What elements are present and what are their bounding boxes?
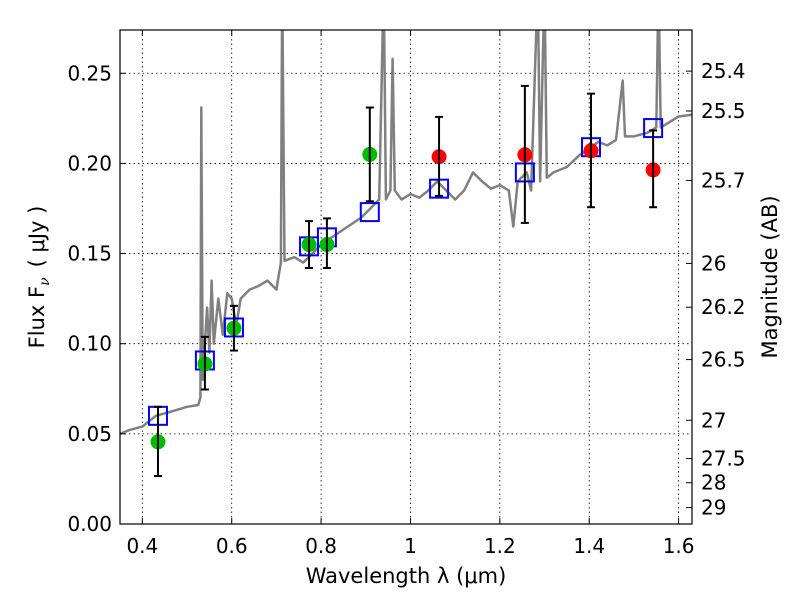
x-tick-label: 0.8 [305, 534, 337, 558]
x-tick-label: 0.6 [216, 534, 248, 558]
y2-tick-label: 26.2 [701, 295, 746, 319]
y-tick-label: 0.25 [67, 61, 112, 85]
y2-tick-label: 28 [701, 471, 726, 495]
y-tick-label: 0.20 [67, 151, 112, 175]
axis-ticks: 0.4 0.6 0.8 1 1.2 1.4 1.6 0.00 0.05 0.10 0.15 0.20 0… [67, 30, 746, 558]
photometry-points [147, 84, 664, 478]
y2-tick-label: 27 [701, 408, 726, 432]
y2-tick-label: 25.5 [701, 99, 746, 123]
y-tick-label: 0.10 [67, 332, 112, 356]
y2-tick-label: 29 [701, 496, 726, 520]
x-tick-label: 1.4 [573, 534, 605, 558]
x-tick-label: 1.2 [484, 534, 516, 558]
y2-axis-label: Magnitude (AB) [758, 195, 782, 358]
y2-tick-label: 26 [701, 251, 726, 275]
y2-tick-label: 26.5 [701, 348, 746, 372]
y2-tick-label: 25.7 [701, 168, 746, 192]
y2-tick-label: 27.5 [701, 447, 746, 471]
y2-tick-label: 25.4 [701, 59, 746, 83]
plot-frame [119, 29, 693, 525]
x-tick-label: 1 [404, 534, 417, 558]
x-axis-label: Wavelength λ (μm) [306, 564, 507, 588]
y-tick-label: 0.00 [67, 512, 112, 536]
y-axis-label: Flux Fν( μJy ) [25, 206, 53, 349]
grid [120, 30, 692, 525]
x-tick-label: 0.4 [126, 534, 158, 558]
model-flux-square [359, 202, 380, 223]
x-tick-label: 1.6 [663, 534, 695, 558]
y-tick-label: 0.05 [67, 422, 112, 446]
y-tick-label: 0.15 [67, 242, 112, 266]
